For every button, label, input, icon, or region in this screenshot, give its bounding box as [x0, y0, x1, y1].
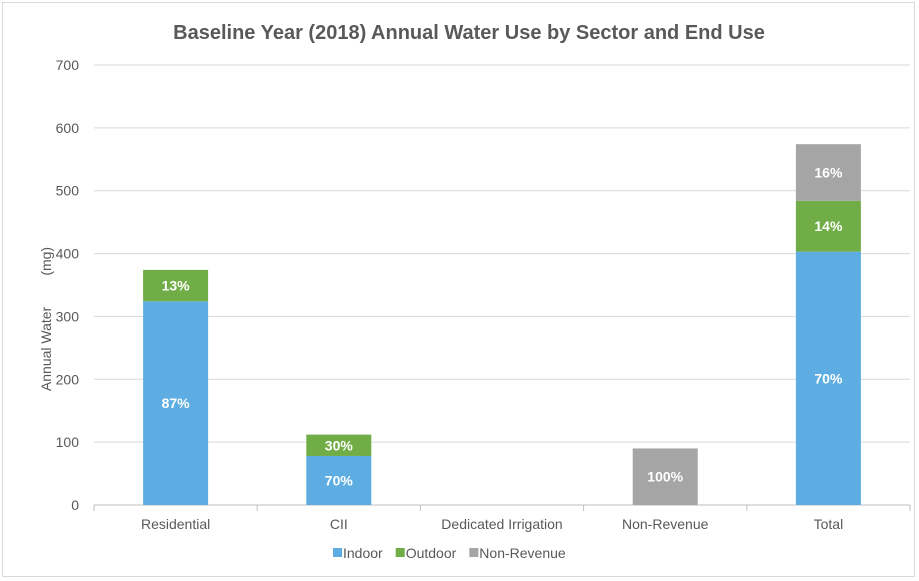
x-tick-label: Total: [814, 516, 844, 532]
data-label: 16%: [814, 164, 843, 180]
data-label: 70%: [814, 370, 843, 386]
legend-swatch: [395, 548, 405, 557]
data-label: 13%: [162, 278, 191, 294]
y-tick-label: 100: [56, 434, 80, 450]
bar-segment: [632, 448, 698, 505]
x-axis-ticks: Residential CII Dedicated Irrigation Non-Re…: [93, 505, 911, 532]
x-tick-label: CII: [330, 516, 348, 532]
data-label: 30%: [325, 437, 354, 453]
bar-segment: [143, 269, 209, 302]
x-tick-label: Dedicated Irrigation: [441, 516, 562, 532]
y-axis-label: Annual Water (mg): [38, 247, 54, 391]
y-tick-label: 500: [56, 183, 80, 199]
legend-label: Non-Revenue: [479, 545, 566, 561]
data-label: 14%: [814, 218, 843, 234]
bar-segment: [306, 455, 372, 505]
y-tick-label: 200: [56, 371, 80, 387]
y-tick-label: 600: [56, 120, 80, 136]
legend-swatch: [333, 548, 342, 557]
legend-swatch: [469, 548, 479, 557]
bar-segment: [795, 144, 861, 201]
bar-segment: [306, 434, 372, 456]
bar-segment: [795, 251, 861, 505]
data-label: 100%: [647, 469, 683, 485]
gridlines: [94, 64, 910, 506]
legend-label: Outdoor: [406, 545, 457, 561]
bar-segment: [143, 301, 209, 505]
bars: 87% 13% 70% 30% 100% 70% 14% 16%: [143, 144, 861, 505]
bar-segment: [795, 200, 861, 252]
x-tick-label: Residential: [141, 516, 210, 532]
x-tick-label: Non-Revenue: [622, 516, 709, 532]
chart-title: Baseline Year (2018) Annual Water Use by…: [173, 22, 765, 44]
data-label: 70%: [325, 472, 354, 488]
data-label: 87%: [162, 395, 191, 411]
y-tick-label: 0: [71, 497, 79, 513]
y-tick-label: 300: [56, 308, 80, 324]
legend: Indoor Outdoor Non-Revenue: [333, 545, 566, 561]
y-tick-label: 700: [56, 57, 80, 73]
y-axis-ticks: 0 100 200 300 400 500 600 700: [56, 57, 80, 513]
legend-label: Indoor: [343, 545, 383, 561]
y-tick-label: 400: [56, 246, 80, 262]
